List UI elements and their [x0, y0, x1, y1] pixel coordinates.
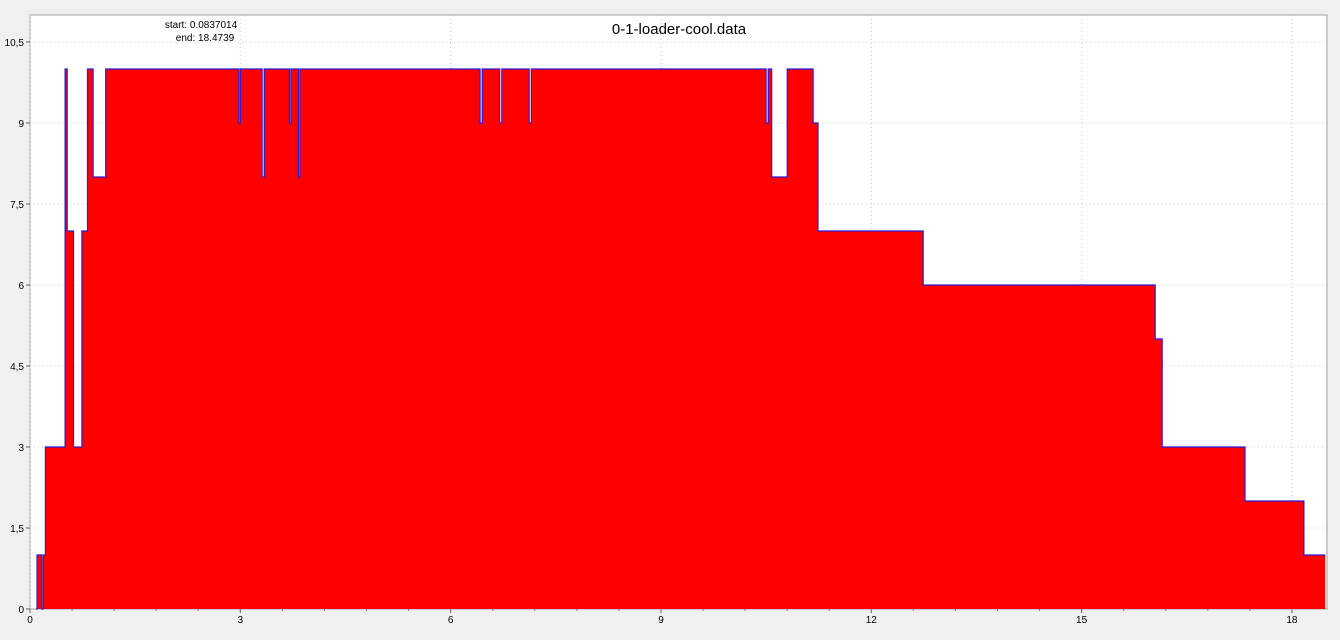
chart-title: 0-1-loader-cool.data [612, 21, 747, 38]
y-tick-label: 9 [18, 119, 24, 130]
x-tick-label: 18 [1286, 615, 1298, 626]
x-tick-label: 0 [27, 615, 33, 626]
end-annotation: end: 18.4739 [176, 33, 235, 44]
series-area [35, 68, 1326, 610]
y-tick-label: 7,5 [10, 200, 24, 211]
y-tick-label: 0 [18, 605, 24, 616]
y-tick-label: 3 [18, 443, 24, 454]
y-axis-ticks: 0 1,5 3 4,5 6 7,5 9 10,5 [5, 38, 30, 616]
x-tick-label: 9 [658, 615, 664, 626]
y-tick-label: 10,5 [5, 38, 25, 49]
y-tick-label: 4,5 [10, 362, 24, 373]
y-tick-label: 1,5 [10, 524, 24, 535]
y-tick-label: 6 [18, 281, 24, 292]
x-axis-ticks: 0 3 6 9 12 15 18 [27, 609, 1298, 626]
series-fill [35, 69, 1326, 609]
x-tick-label: 12 [866, 615, 878, 626]
x-tick-label: 15 [1076, 615, 1088, 626]
x-tick-label: 3 [238, 615, 244, 626]
series-line [35, 68, 1326, 610]
x-tick-label: 6 [448, 615, 454, 626]
start-annotation: start: 0.0837014 [165, 20, 238, 31]
